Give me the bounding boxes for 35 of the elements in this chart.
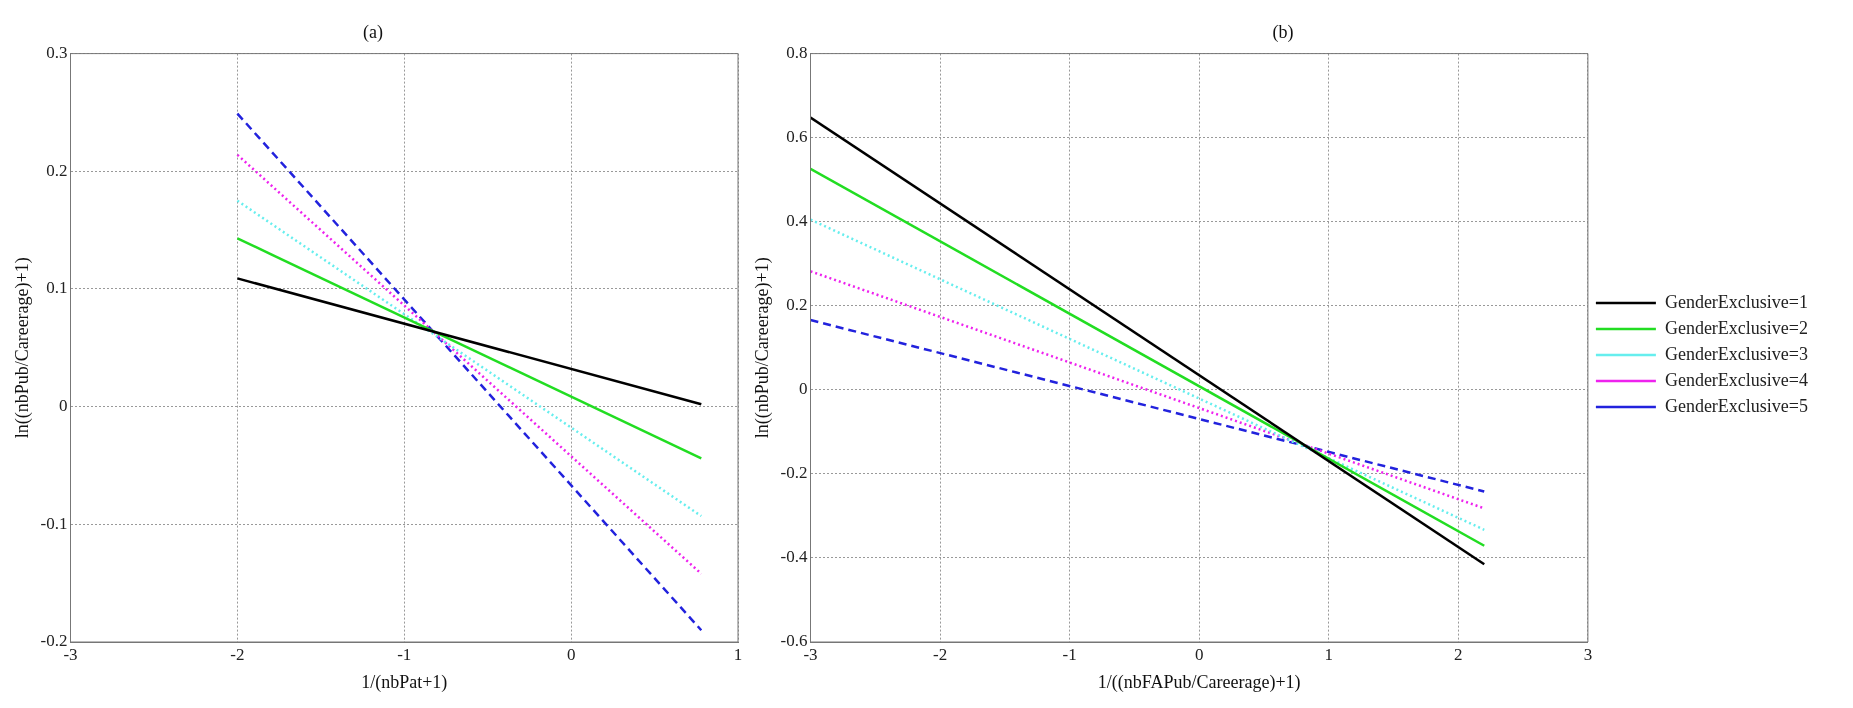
x-tick-label: -2 xyxy=(932,644,948,664)
y-tick-label: 0 xyxy=(59,396,68,416)
y-tick-label: -0.2 xyxy=(40,631,68,651)
x-tick-label: -2 xyxy=(230,644,245,664)
y-axis-title: ln((nbPub/Careerage)+1) xyxy=(751,257,773,439)
y-tick-label: 0.1 xyxy=(46,278,68,298)
x-tick-label: -1 xyxy=(1062,644,1077,664)
x-tick-label: 2 xyxy=(1454,644,1463,664)
y-tick-label: 0 xyxy=(799,379,808,399)
y-tick-label: -0.4 xyxy=(780,547,808,567)
y-tick-label: -0.6 xyxy=(780,631,808,651)
y-axis-title: ln((nbPub/Careerage)+1) xyxy=(11,257,33,439)
y-tick-label: 0.4 xyxy=(786,211,809,231)
legend-label: GenderExclusive=3 xyxy=(1664,343,1809,364)
chart-title: (a) xyxy=(363,21,383,43)
x-tick-label: 3 xyxy=(1583,644,1593,664)
x-tick-label: 0 xyxy=(1194,644,1204,664)
chart-title: (b) xyxy=(1272,21,1294,43)
y-tick-label: 0.3 xyxy=(46,43,68,63)
y-tick-label: 0.8 xyxy=(786,43,808,63)
legend-label: GenderExclusive=5 xyxy=(1664,395,1809,416)
x-tick-label: -1 xyxy=(397,644,412,664)
legend-label: GenderExclusive=1 xyxy=(1664,291,1809,312)
x-tick-label: 1 xyxy=(1324,644,1334,664)
x-tick-label: 1 xyxy=(733,644,743,664)
y-tick-label: 0.2 xyxy=(786,295,808,315)
x-axis-title: 1/((nbFAPub/Careerage)+1) xyxy=(1097,671,1301,693)
y-tick-label: -0.2 xyxy=(780,463,808,483)
x-tick-label: 0 xyxy=(566,644,576,664)
y-tick-label: 0.6 xyxy=(786,127,808,147)
y-tick-label: 0.2 xyxy=(46,160,68,180)
legend-label: GenderExclusive=2 xyxy=(1664,317,1809,338)
y-tick-label: -0.1 xyxy=(40,513,68,533)
legend-label: GenderExclusive=4 xyxy=(1664,369,1809,390)
x-axis-title: 1/(nbPat+1) xyxy=(361,671,448,693)
